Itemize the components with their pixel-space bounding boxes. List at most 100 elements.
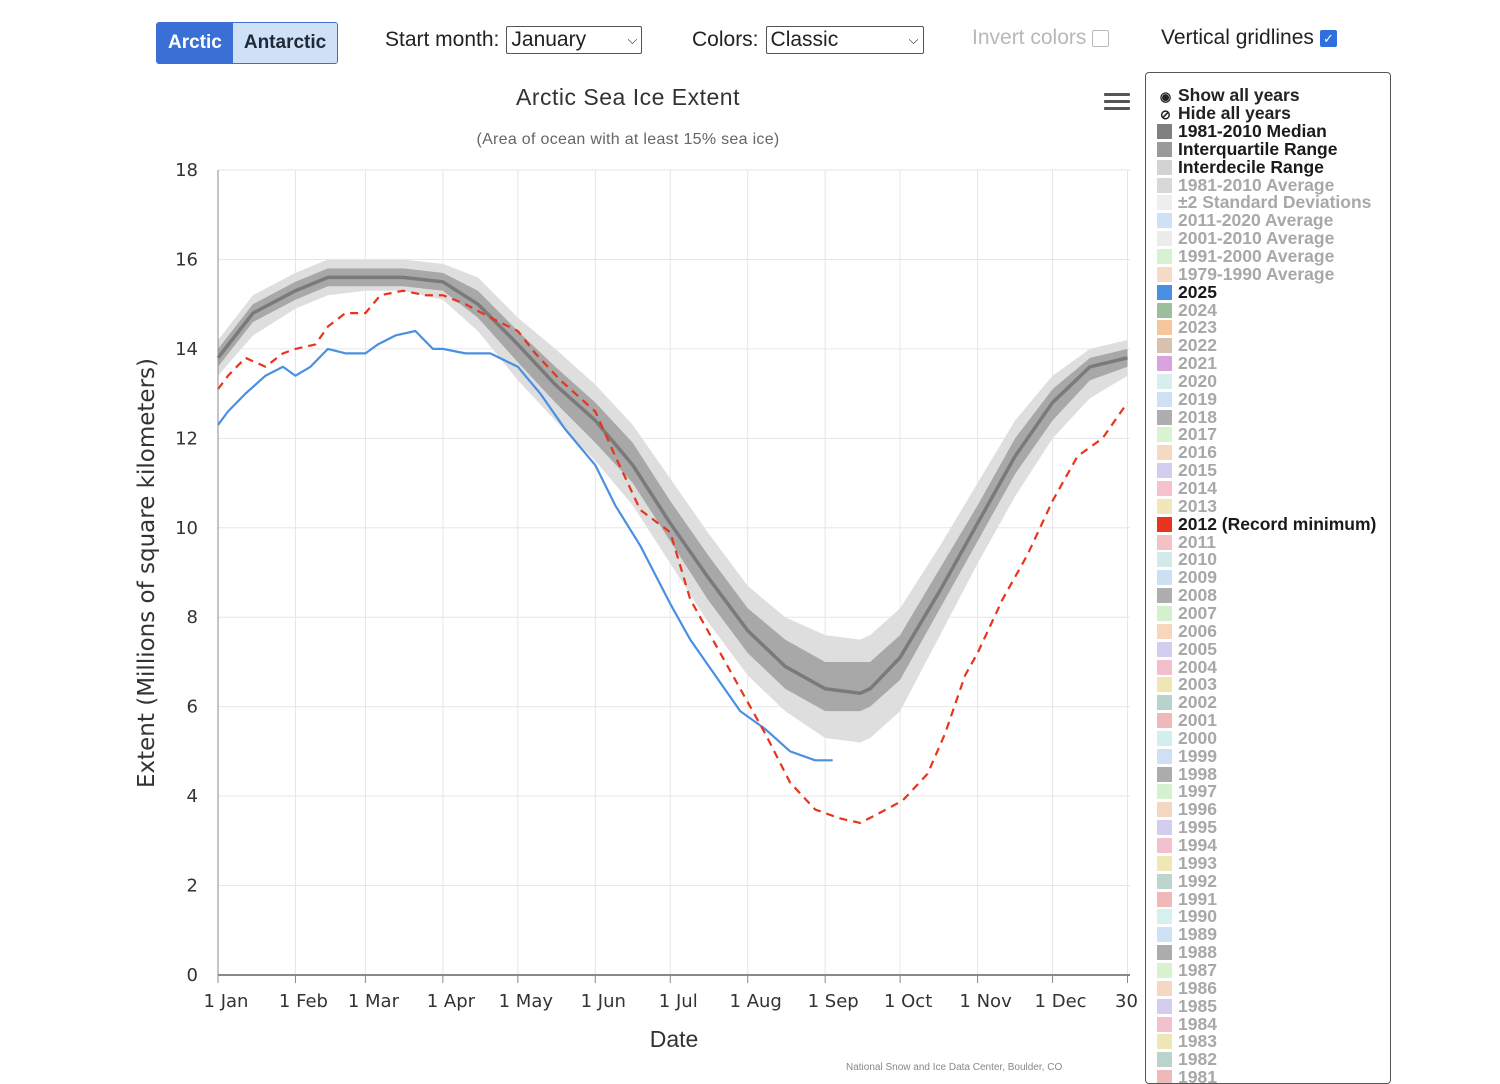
legend-item[interactable]: 2016 [1157,443,1217,461]
legend-item[interactable]: 1987 [1157,961,1217,979]
show-all-years-label: Show all years [1178,85,1300,105]
legend-item-label: 2022 [1178,335,1217,356]
legend-item-label: 2005 [1178,638,1217,659]
legend-item-label: 2025 [1178,281,1217,302]
legend-item[interactable]: 2021 [1157,354,1217,372]
legend-item[interactable]: 2002 [1157,693,1217,711]
vertical-gridlines-checkbox[interactable]: ✓ [1319,29,1337,47]
legend-item[interactable]: Interquartile Range [1157,140,1337,158]
legend-swatch [1157,534,1172,550]
median-line [216,275,1128,695]
legend-item[interactable]: 2007 [1157,604,1217,622]
legend-item[interactable]: 1981 [1157,1068,1217,1083]
legend-swatch [1157,302,1172,318]
legend-item-label: 1996 [1178,799,1217,820]
legend-item[interactable]: 2020 [1157,372,1217,390]
legend-item-label: 1991 [1178,888,1217,909]
legend-item-label: 2020 [1178,370,1217,391]
legend-item-label: 1988 [1178,942,1217,963]
antarctic-button[interactable]: Antarctic [232,23,338,63]
legend-item[interactable]: 2005 [1157,640,1217,658]
legend-item[interactable]: 1994 [1157,836,1217,854]
colors-select[interactable]: Classic ⌵ [765,26,924,54]
legend-item[interactable]: 1997 [1157,782,1217,800]
legend-item[interactable]: 2001-2010 Average [1157,229,1334,247]
legend-swatch [1157,927,1172,943]
hide-all-years-button[interactable]: ⊘ Hide all years [1157,104,1291,124]
legend-item[interactable]: 1985 [1157,997,1217,1015]
legend-item[interactable]: 1995 [1157,818,1217,836]
eye-icon: ◉ [1159,89,1172,104]
legend-item[interactable]: 2023 [1157,318,1217,336]
legend-item[interactable]: 1998 [1157,765,1217,783]
legend-item[interactable]: 1990 [1157,907,1217,925]
legend-swatch [1157,623,1172,639]
legend-item[interactable]: 1988 [1157,943,1217,961]
legend-item[interactable]: 1992 [1157,872,1217,890]
legend-swatch [1157,213,1172,229]
legend-item[interactable]: 1982 [1157,1050,1217,1068]
y-tick-label: 2 [187,876,198,897]
legend-swatch [1157,284,1172,300]
toolbar: Arctic Antarctic Start month: January ⌵ … [156,22,1356,64]
legend-item[interactable]: Interdecile Range [1157,158,1324,176]
legend-item[interactable]: 2019 [1157,390,1217,408]
legend-item[interactable]: 1986 [1157,979,1217,997]
legend-item[interactable]: 2025 [1157,283,1217,301]
legend-item[interactable]: 2018 [1157,408,1217,426]
legend-item[interactable]: 2004 [1157,658,1217,676]
legend-item[interactable]: 1996 [1157,800,1217,818]
legend-item[interactable]: 1981-2010 Median [1157,122,1327,140]
legend-swatch [1157,177,1172,193]
legend-swatch [1157,356,1172,372]
legend-item[interactable]: 1979-1990 Average [1157,265,1334,283]
show-all-years-button[interactable]: ◉ Show all years [1157,86,1300,106]
legend-item[interactable]: 1981-2010 Average [1157,176,1334,194]
legend-item-label: 1992 [1178,870,1217,891]
legend-item[interactable]: 2012 (Record minimum) [1157,515,1376,533]
legend-item[interactable]: 2001 [1157,711,1217,729]
start-month-select[interactable]: January ⌵ [506,26,643,54]
legend-item[interactable]: 2010 [1157,550,1217,568]
legend-item[interactable]: ±2 Standard Deviations [1157,193,1371,211]
legend-swatch [1157,463,1172,479]
legend-item[interactable]: 2015 [1157,461,1217,479]
legend-item-label: 2001 [1178,710,1217,731]
legend-item[interactable]: 2006 [1157,622,1217,640]
legend-item[interactable]: 1983 [1157,1032,1217,1050]
legend-item-label: 2001-2010 Average [1178,228,1335,249]
legend-item[interactable]: 1989 [1157,925,1217,943]
legend-swatch [1157,481,1172,496]
legend-item[interactable]: 2009 [1157,568,1217,586]
legend-item[interactable]: 2017 [1157,425,1217,443]
legend-item[interactable]: 2003 [1157,675,1217,693]
legend-item[interactable]: 2013 [1157,497,1217,515]
legend-item[interactable]: 1984 [1157,1015,1217,1033]
legend-item[interactable]: 2014 [1157,479,1217,497]
y-tick-label: 8 [187,607,198,628]
legend-swatch [1157,445,1172,461]
legend-swatch [1157,159,1172,175]
invert-colors-checkbox[interactable] [1092,29,1110,47]
legend-swatch [1157,570,1172,586]
arctic-button[interactable]: Arctic [157,23,233,63]
legend-item[interactable]: 1993 [1157,854,1217,872]
legend-swatch [1157,516,1172,532]
legend-swatch [1157,1070,1172,1083]
legend-item-label: 2012 (Record minimum) [1178,513,1377,534]
legend-item[interactable]: 1991 [1157,890,1217,908]
start-month-value: January [511,28,587,51]
legend-item[interactable]: 1991-2000 Average [1157,247,1334,265]
legend-item[interactable]: 2011-2020 Average [1157,211,1333,229]
legend-item[interactable]: 2000 [1157,729,1217,747]
legend-item[interactable]: 1999 [1157,747,1217,765]
legend-item[interactable]: 2022 [1157,336,1217,354]
chart-menu-button[interactable] [1104,93,1130,113]
legend-swatch [1157,195,1172,211]
legend-item-label: 1981-2010 Average [1178,174,1335,195]
x-tick-label: 1 Jul [659,991,698,1012]
legend-item[interactable]: 2011 [1157,533,1216,551]
legend-item-label: 2003 [1178,674,1217,695]
legend-item[interactable]: 2024 [1157,301,1217,319]
legend-item[interactable]: 2008 [1157,586,1217,604]
